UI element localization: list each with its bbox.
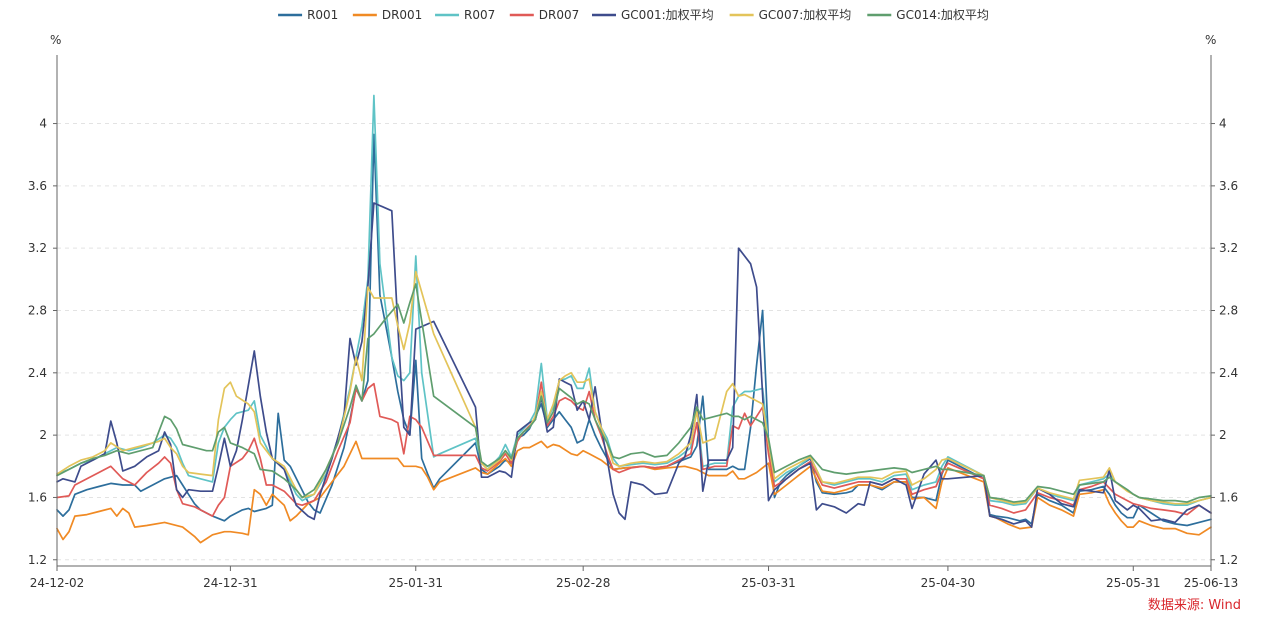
legend-item[interactable]: GC001:加权平均	[592, 8, 714, 22]
y-tick-label-left: 3.2	[28, 241, 47, 255]
x-tick-label: 25-06-13	[1184, 576, 1238, 590]
legend-item[interactable]: R001	[278, 8, 338, 22]
legend-label: R001	[307, 8, 338, 22]
source-note: 数据来源: Wind	[1148, 598, 1241, 613]
legend-item[interactable]: DR007	[509, 8, 579, 22]
y-tick-label-left: 4	[39, 117, 47, 131]
legend-label: DR001	[382, 8, 422, 22]
y-tick-label-left: 3.6	[28, 179, 47, 193]
y-axis-unit-right: %	[1205, 33, 1216, 47]
series-line-7	[56, 283, 1212, 503]
y-axis-unit-left: %	[50, 33, 61, 47]
x-tick-label: 25-03-31	[741, 576, 795, 590]
y-tick-label-right: 2.8	[1219, 304, 1238, 318]
x-tick-label: 25-04-30	[921, 576, 975, 590]
y-tick-label-right: 4	[1219, 117, 1227, 131]
series-line-2	[56, 440, 1212, 544]
x-tick-label: 25-01-31	[389, 576, 443, 590]
legend-label: R007	[464, 8, 495, 22]
y-tick-label-left: 2	[39, 428, 47, 442]
legend-label: GC014:加权平均	[896, 8, 989, 22]
legend-label: GC001:加权平均	[621, 8, 714, 22]
legend-label: GC007:加权平均	[759, 8, 852, 22]
y-tick-label-left: 2.4	[28, 366, 47, 380]
y-tick-label-right: 2	[1219, 428, 1227, 442]
y-tick-label-right: 3.2	[1219, 241, 1238, 255]
x-tick-label: 25-02-28	[556, 576, 610, 590]
legend[interactable]: R001 DR001 R007 DR007 GC001:加权平均 GC007:加权平均 GC…	[278, 8, 989, 22]
series-line-4	[56, 381, 1212, 517]
axes: 1.2 1.2 1.6 1.6 2 2 2.4 2.4 2.8 2.8 3.2 3.2 3.6 3.6 4 4…	[28, 55, 1238, 590]
y-tick-label-left: 1.2	[28, 553, 47, 567]
legend-item[interactable]: GC007:加权平均	[729, 8, 852, 22]
y-tick-label-left: 1.6	[28, 490, 47, 504]
series-line-3	[56, 94, 1212, 507]
grid-lines	[57, 123, 1211, 561]
legend-item[interactable]: GC014:加权平均	[867, 8, 989, 22]
y-tick-label-left: 2.8	[28, 304, 47, 318]
x-tick-label: 25-05-31	[1106, 576, 1160, 590]
y-tick-label-right: 3.6	[1219, 179, 1238, 193]
legend-label: DR007	[539, 8, 579, 22]
y-tick-label-right: 2.4	[1219, 366, 1238, 380]
series-line-1	[56, 133, 1212, 527]
series-line-5	[56, 202, 1212, 528]
series-lines	[56, 94, 1212, 544]
y-tick-label-right: 1.6	[1219, 490, 1238, 504]
series-line-6	[56, 270, 1212, 505]
legend-item[interactable]: R007	[435, 8, 495, 22]
y-tick-label-right: 1.2	[1219, 553, 1238, 567]
x-tick-label: 24-12-02	[30, 576, 84, 590]
legend-item[interactable]: DR001	[352, 8, 422, 22]
x-tick-label: 24-12-31	[203, 576, 257, 590]
